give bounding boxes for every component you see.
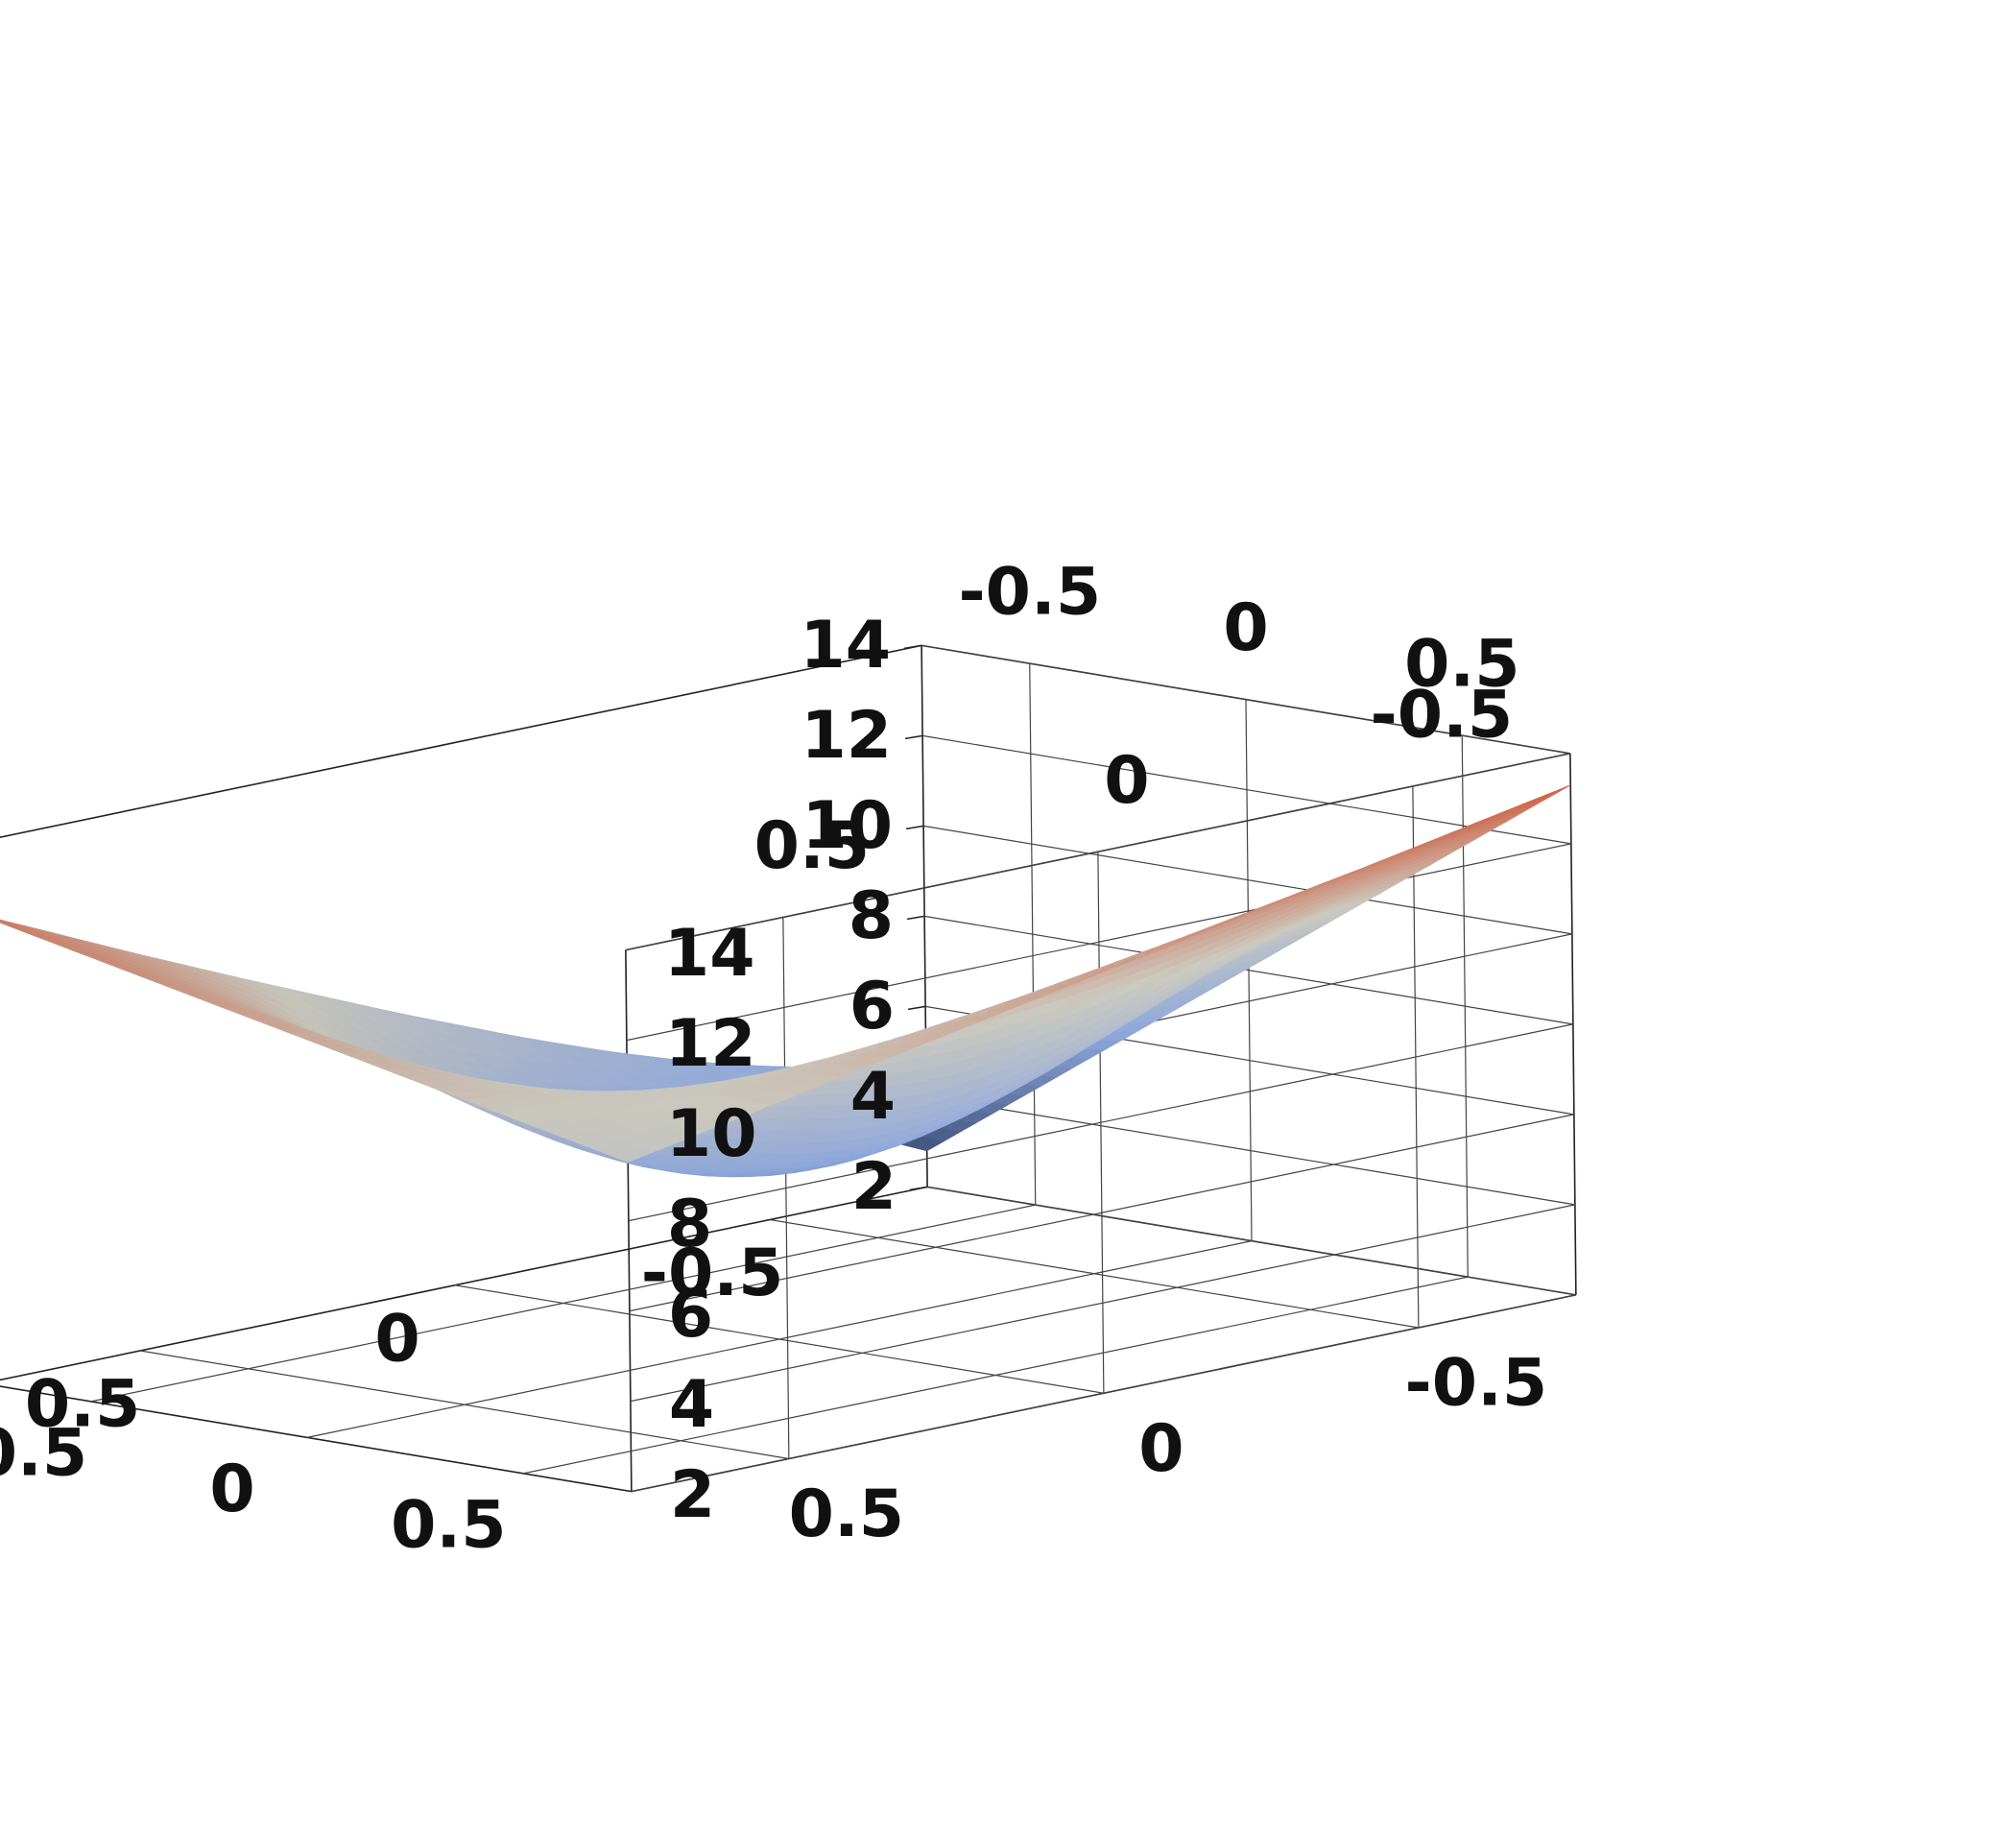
y-tick-label-right: 0: [1138, 1411, 1183, 1487]
box-top-edge: [0, 644, 922, 838]
back-wall-grid-z: [924, 915, 1573, 1025]
back-wall-grid-z: [927, 1186, 1576, 1296]
y-tick-label-left: 0: [374, 1301, 419, 1377]
z-tick-label-right: 4: [669, 1367, 714, 1443]
right-wall-grid-z: [630, 1204, 1575, 1403]
z-tick-label-right: 6: [668, 1277, 713, 1353]
z-tick-label-left: 12: [801, 698, 892, 774]
floor-grid-y: [140, 1350, 789, 1460]
z-tick-label-left: 8: [849, 878, 894, 954]
back-wall-grid-z: [926, 1095, 1575, 1206]
y-tick-label-top: 0.5: [754, 808, 870, 884]
z-tick-label-right: 14: [664, 916, 755, 992]
y-tick-label-right: -0.5: [1405, 1346, 1548, 1422]
x-tick-label-front: 0: [209, 1452, 254, 1527]
right-wall-grid-z: [625, 753, 1570, 951]
x-tick-label-front: 0.5: [391, 1487, 506, 1563]
floor-grid-y: [455, 1284, 1104, 1394]
z-tick-label-right: 10: [666, 1096, 757, 1172]
z-tick-mark: [906, 915, 925, 921]
right-wall-grid-z: [628, 1023, 1573, 1222]
y-tick-label-top: 0: [1104, 743, 1149, 819]
right-wall-grid-z: [631, 1294, 1576, 1493]
z-tick-mark: [909, 1186, 928, 1191]
z-tick-label-right: 8: [667, 1187, 712, 1262]
tick-labels: 24681012142468101214-0.500.5-0.500.5-0.5…: [0, 555, 1547, 1564]
z-tick-mark: [905, 825, 924, 830]
y-tick-label-left: -0.5: [641, 1236, 784, 1311]
x-tick-label-front: -0.5: [0, 1415, 87, 1491]
z-tick-label-left: 2: [851, 1149, 896, 1225]
x-tick-label-top: -0.5: [958, 555, 1101, 631]
x-tick-label-top: 0.5: [1404, 627, 1519, 703]
z-tick-mark: [903, 644, 922, 650]
back-wall-grid-z: [921, 644, 1570, 755]
y-tick-label-left: 0.5: [25, 1367, 140, 1443]
z-tick-label-right: 2: [670, 1457, 715, 1533]
floor-grid-y: [770, 1218, 1419, 1329]
z-tick-label-left: 4: [850, 1059, 896, 1135]
x-tick-label-top: 0: [1223, 590, 1268, 666]
z-tick-label-right: 12: [665, 1006, 756, 1082]
surface-patch: [1530, 784, 1571, 804]
surface-patch: [1514, 793, 1555, 813]
z-tick-label-left: 14: [800, 608, 891, 684]
back-wall-grid-z: [922, 734, 1571, 845]
right-wall-grid-z: [626, 843, 1571, 1042]
z-tick-mark: [904, 734, 923, 740]
z-tick-label-left: 6: [849, 969, 895, 1044]
surface: [0, 784, 1571, 1178]
axes-grid: [0, 644, 1577, 1493]
y-tick-label-right: 0.5: [789, 1476, 904, 1552]
right-wall-grid-z: [629, 1114, 1574, 1312]
surface-patch: [0, 919, 18, 926]
y-tick-label-top: -0.5: [1371, 678, 1514, 754]
z-tick-label-left: 10: [801, 788, 893, 864]
back-wall-grid-z: [923, 825, 1572, 935]
z-tick-mark: [907, 1005, 926, 1011]
